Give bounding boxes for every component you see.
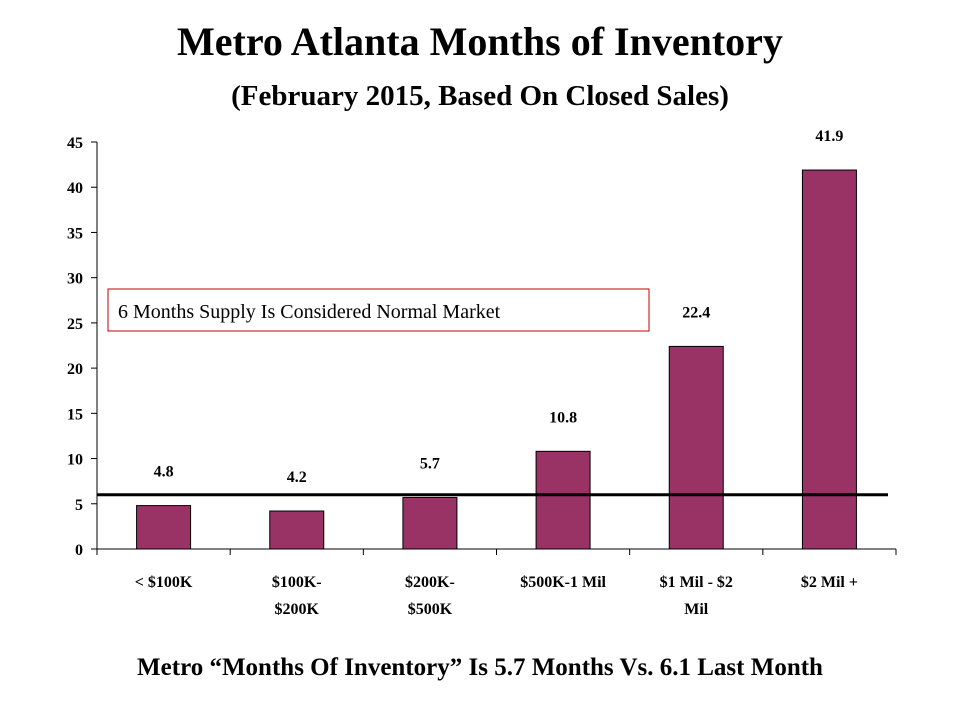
y-tick-label: 5 bbox=[75, 497, 83, 514]
y-tick-label: 40 bbox=[67, 180, 83, 197]
data-label: 4.8 bbox=[154, 464, 174, 481]
bar bbox=[402, 496, 458, 550]
annotation-text: 6 Months Supply Is Considered Normal Mar… bbox=[118, 301, 501, 323]
annotation-border bbox=[107, 288, 650, 332]
x-category-label: $2 Mil + bbox=[801, 574, 858, 591]
chart-subtitle: (February 2015, Based On Closed Sales) bbox=[231, 80, 729, 112]
x-category-label: < $100K bbox=[135, 574, 193, 591]
data-label: 10.8 bbox=[549, 409, 577, 426]
x-category-label: $500K-1 Mil bbox=[520, 574, 606, 591]
data-labels: 4.8 4.2 5.7 10.8 22.4 41.9 bbox=[154, 128, 844, 486]
y-tick-label: 20 bbox=[67, 361, 83, 378]
y-tick-label: 0 bbox=[75, 542, 83, 559]
data-label: 22.4 bbox=[682, 304, 710, 321]
x-axis: < $100K $100K-$200K $200K-$500K $500K-1 Mil… bbox=[96, 548, 897, 618]
x-category-label: $200K-$500K bbox=[405, 574, 455, 618]
data-label: 4.2 bbox=[287, 469, 307, 486]
x-category-label: $100K-$200K bbox=[272, 574, 322, 618]
y-tick-label: 45 bbox=[67, 135, 83, 152]
y-tick-label: 30 bbox=[67, 271, 83, 288]
bars bbox=[136, 169, 857, 550]
y-tick-label: 25 bbox=[67, 316, 83, 333]
bar bbox=[801, 169, 857, 550]
footer-note: Metro “Months Of Inventory” Is 5.7 Month… bbox=[137, 654, 823, 681]
bar bbox=[535, 450, 591, 550]
y-tick-label: 15 bbox=[67, 406, 83, 423]
annotation-box: 6 Months Supply Is Considered Normal Mar… bbox=[107, 288, 650, 332]
y-tick-label: 35 bbox=[67, 225, 83, 242]
data-label: 41.9 bbox=[815, 128, 843, 145]
bar bbox=[668, 345, 724, 550]
bar bbox=[136, 505, 192, 550]
data-label: 5.7 bbox=[420, 455, 440, 472]
x-category-label: $1 Mil - $2 Mil bbox=[660, 574, 733, 618]
y-tick-label: 10 bbox=[67, 452, 83, 469]
bar bbox=[269, 510, 325, 550]
y-axis: 0 5 10 15 20 25 30 35 40 45 bbox=[67, 135, 98, 559]
chart-title: Metro Atlanta Months of Inventory bbox=[177, 19, 783, 64]
